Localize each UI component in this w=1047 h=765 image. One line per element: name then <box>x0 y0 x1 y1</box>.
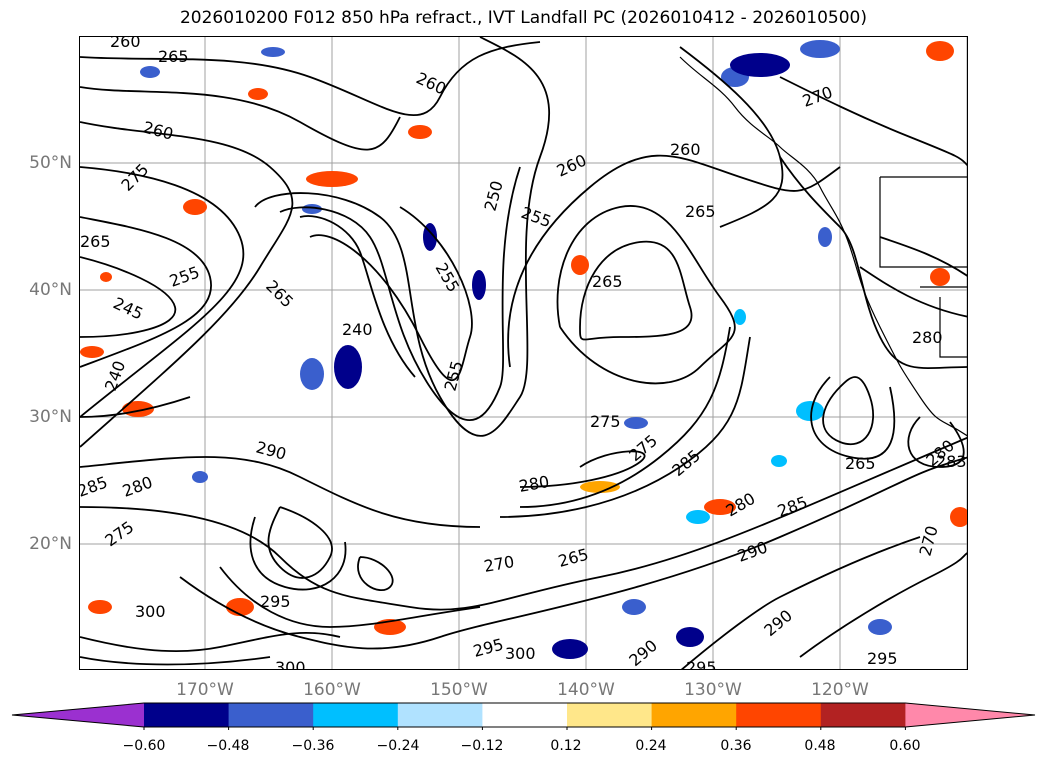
contour-label: 280 <box>912 328 943 347</box>
contour-label: 255 <box>167 262 202 290</box>
contour-label: 265 <box>262 276 297 311</box>
lon-label-120w: 120°W <box>811 680 869 700</box>
lat-label-30n: 30°N <box>29 407 72 427</box>
contour-label: 260 <box>670 140 701 159</box>
colorbar-swatch <box>820 703 906 727</box>
refractivity-shading <box>80 40 967 659</box>
contour-label: 300 <box>135 602 166 621</box>
colorbar-tick: 0.24 <box>635 738 667 754</box>
contour-label: 255 <box>519 203 554 231</box>
contour-label: 295 <box>686 658 717 670</box>
contour-label: 240 <box>342 320 373 339</box>
contour-label: 265 <box>158 47 189 66</box>
contour-label: 295 <box>867 649 898 668</box>
lon-label-160w: 160°W <box>303 680 361 700</box>
colorbar-swatch <box>313 703 399 727</box>
contour-labels: 260 265 260 260 275 265 245 255 240 240 … <box>80 37 967 670</box>
colorbar-extend-high <box>905 703 1035 727</box>
lat-label-50n: 50°N <box>29 153 72 173</box>
lon-label-150w: 150°W <box>430 680 488 700</box>
colorbar-tick: −0.60 <box>122 738 166 754</box>
colorbar-swatch <box>228 703 314 727</box>
contour-label: 275 <box>101 517 137 550</box>
colorbar-svg <box>11 702 1036 731</box>
colorbar-tick: 0.36 <box>720 738 752 754</box>
contour-label: 265 <box>685 202 716 221</box>
contour-label: 295 <box>260 592 291 611</box>
contour-label: 260 <box>413 68 449 98</box>
colorbar-tick: −0.36 <box>291 738 335 754</box>
colorbar-tick: −0.48 <box>206 738 250 754</box>
coastlines <box>679 56 967 437</box>
contour-label: 260 <box>554 150 590 180</box>
contour-label: 270 <box>916 524 942 558</box>
colorbar-swatch <box>651 703 737 727</box>
contour-label: 280 <box>120 472 155 500</box>
contour-label: 290 <box>735 537 770 565</box>
contour-label: 265 <box>592 272 623 291</box>
colorbar-tick: −0.12 <box>460 738 504 754</box>
colorbar-tick: 0.12 <box>550 738 582 754</box>
contour-label: 250 <box>481 179 507 213</box>
contour-label: 255 <box>441 359 467 393</box>
contour-label: 240 <box>101 358 129 393</box>
contour-label: 280 <box>723 489 759 521</box>
colorbar-tick: 0.48 <box>804 738 836 754</box>
colorbar-swatch <box>144 703 230 727</box>
colorbar-swatch <box>567 703 653 727</box>
contour-label: 285 <box>668 446 704 480</box>
lat-label-40n: 40°N <box>29 280 72 300</box>
map-title: 2026010200 F012 850 hPa refract., IVT La… <box>179 8 867 28</box>
lon-label-170w: 170°W <box>176 680 234 700</box>
colorbar-swatch <box>397 703 483 727</box>
colorbar-swatch <box>482 703 568 727</box>
contour-label: 265 <box>845 454 876 473</box>
contour-label: 280 <box>517 472 550 496</box>
colorbar-swatch <box>736 703 822 727</box>
lon-label-130w: 130°W <box>684 680 742 700</box>
contour-label: 300 <box>275 658 306 670</box>
colorbar-tick: 0.60 <box>889 738 921 754</box>
contour-label: 265 <box>556 545 590 571</box>
colorbar <box>0 700 1047 734</box>
contour-label: 283 <box>936 452 967 471</box>
contour-label: 245 <box>110 293 146 323</box>
refractivity-contours <box>80 37 967 669</box>
contour-label: 260 <box>110 37 141 51</box>
contour-label: 275 <box>590 412 621 431</box>
contour-label: 295 <box>471 635 505 661</box>
lon-label-140w: 140°W <box>557 680 615 700</box>
contour-label: 265 <box>80 232 111 251</box>
colorbar-tick: −0.24 <box>376 738 420 754</box>
contour-label: 270 <box>482 552 515 576</box>
colorbar-extend-low <box>12 703 144 727</box>
contour-label: 290 <box>625 636 661 670</box>
contour-label: 270 <box>800 82 835 110</box>
contour-label: 300 <box>505 644 536 663</box>
map-panel: 260 265 260 260 275 265 245 255 240 240 … <box>79 36 968 670</box>
contour-label: 290 <box>760 606 796 640</box>
contour-label: 290 <box>254 438 288 464</box>
map-canvas: 260 265 260 260 275 265 245 255 240 240 … <box>80 37 967 670</box>
lat-label-20n: 20°N <box>29 534 72 554</box>
graticule <box>80 37 967 669</box>
contour-label: 285 <box>775 492 810 520</box>
contour-label: 285 <box>80 472 110 500</box>
contour-label: 260 <box>141 118 175 144</box>
contour-label: 275 <box>117 160 152 195</box>
